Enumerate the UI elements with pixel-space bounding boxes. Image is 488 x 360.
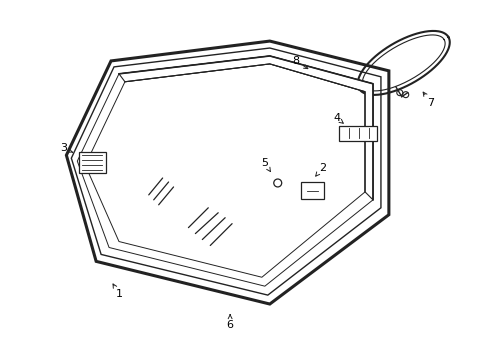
Text: 6: 6 — [226, 320, 233, 330]
Text: 4: 4 — [333, 113, 340, 123]
Text: 3: 3 — [60, 143, 67, 153]
FancyBboxPatch shape — [338, 126, 377, 141]
Text: 5: 5 — [261, 158, 268, 168]
Text: 8: 8 — [291, 56, 299, 66]
Text: 7: 7 — [426, 98, 433, 108]
Text: 2: 2 — [318, 163, 325, 173]
Circle shape — [273, 179, 281, 187]
FancyBboxPatch shape — [301, 183, 323, 199]
Text: 1: 1 — [115, 289, 122, 299]
FancyBboxPatch shape — [79, 152, 105, 172]
Polygon shape — [119, 56, 372, 200]
